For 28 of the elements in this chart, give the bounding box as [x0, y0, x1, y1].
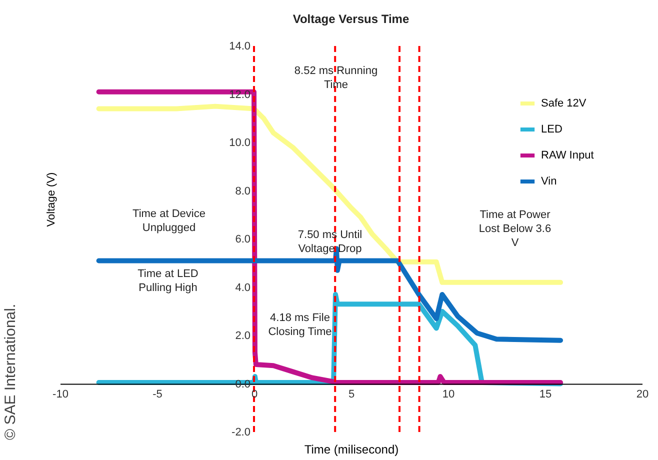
legend-label: RAW Input [541, 150, 594, 162]
text: © SAE International. [2, 304, 19, 440]
y-tick-label: -2.0 [232, 426, 250, 438]
x-tick-label: 10 [442, 388, 455, 400]
x-tick-label: -10 [52, 388, 68, 400]
annotation: 4.18 ms File Closing Time [268, 312, 332, 338]
x-tick-label: 5 [348, 388, 355, 400]
annotation: Time at Device Unplugged [132, 207, 206, 235]
x-axis-title: Time (milisecond) [304, 442, 399, 456]
y-axis-title: Voltage (V) [46, 172, 58, 227]
y-tick-label: 2.0 [235, 330, 250, 342]
x-tick-label: 15 [539, 388, 552, 400]
y-tick-label: 6.0 [235, 234, 250, 246]
legend-label: LED [541, 124, 562, 136]
annotation: 8.52 ms Running Time [293, 64, 379, 92]
y-tick-label: 8.0 [235, 185, 250, 198]
y-tick-label: 4.0 [235, 282, 250, 294]
x-tick-label: 0 [251, 388, 258, 400]
x-tick-label: -5 [152, 388, 162, 400]
annotation: Time at Power Lost Below 3.6 V [478, 208, 552, 250]
y-tick-label: 0.0 [235, 378, 250, 390]
x-tick-label: 20 [636, 388, 649, 400]
y-tick-label: 10.0 [229, 137, 250, 149]
legend-label: Safe 12V [541, 98, 587, 110]
legend-label: Vin [541, 176, 557, 188]
chart-title: Voltage Versus Time [292, 12, 410, 26]
y-tick-label: 14.0 [229, 40, 250, 52]
annotation: Time at LED Pulling High [136, 267, 200, 295]
